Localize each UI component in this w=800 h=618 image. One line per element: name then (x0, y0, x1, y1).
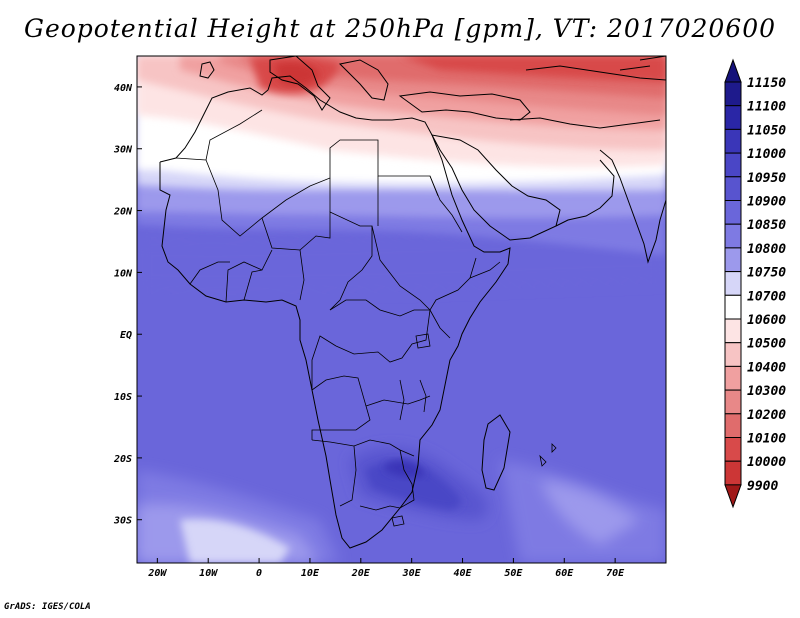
colorbar-segment (724, 271, 742, 296)
colorbar-segment (724, 460, 742, 486)
colorbar-label: 11050 (747, 123, 786, 138)
colorbar-segment (724, 128, 742, 154)
colorbar-label: 11000 (747, 147, 786, 162)
lat-tick-label: 40N (114, 83, 133, 94)
lat-ticks: 40N 30N 20N 10N EQ 10S 20S 30S (113, 83, 142, 527)
lakes (391, 333, 557, 527)
lon-tick-label: 30E (402, 568, 422, 579)
colorbar-segment (724, 152, 742, 178)
colorbar-label: 10750 (747, 266, 786, 281)
lon-tick-label: 10E (301, 568, 320, 579)
colorbar-segment (724, 389, 742, 415)
colorbar-segment (724, 437, 742, 462)
lat-tick-label: 10S (114, 392, 132, 403)
country-borders (175, 109, 501, 511)
colorbar-segment (724, 413, 742, 438)
colorbar-segment (724, 176, 742, 202)
height-field (137, 56, 666, 563)
colorbar-label: 10800 (747, 242, 786, 257)
colorbar-top-arrow (724, 58, 742, 83)
colorbar-segment (724, 247, 742, 273)
lon-tick-label: 10W (199, 568, 218, 579)
colorbar-label: 10200 (747, 408, 786, 423)
colorbar-label: 10300 (747, 384, 786, 399)
grads-credit: GrADS: IGES/COLA (4, 602, 91, 612)
colorbar-label: 10500 (747, 337, 786, 352)
colorbar-segment (724, 223, 742, 249)
lon-ticks: 20W 10W 0 10E 20E 30E 40E 50E 60E 70E (147, 558, 625, 579)
lat-tick-label: 20N (113, 207, 133, 218)
colorbar-label: 11150 (747, 76, 786, 91)
colorbar-segment (724, 200, 742, 225)
lon-tick-label: 70E (606, 568, 625, 579)
lat-tick-label: 10N (114, 268, 133, 279)
colorbar-label: 10850 (747, 218, 786, 233)
colorbar-segment (724, 342, 742, 367)
colorbar: 11150 11100 11050 11000 10950 10900 10850 10800… (724, 58, 786, 509)
colorbar-label: 10950 (747, 171, 786, 186)
colorbar-segment (724, 365, 742, 391)
lon-tick-label: 20W (147, 568, 167, 579)
colorbar-label: 11100 (747, 100, 786, 115)
lat-tick-label: 30S (113, 516, 132, 527)
lon-tick-label: 50E (504, 568, 523, 579)
colorbar-segment (724, 81, 742, 107)
lon-tick-label: 40E (454, 568, 473, 579)
lon-tick-label: 20E (351, 568, 371, 579)
colorbar-bottom-arrow (724, 484, 742, 509)
lat-tick-label: 20S (113, 454, 132, 465)
colorbar-label: 10700 (747, 289, 786, 304)
map-title: Geopotential Height at 250hPa [gpm], VT:… (23, 14, 777, 43)
colorbar-label: 10100 (747, 432, 786, 447)
colorbar-label: 9900 (747, 479, 778, 494)
colorbar-segment (724, 318, 742, 344)
colorbar-segment (724, 294, 742, 320)
plot-frame (136, 55, 667, 564)
lat-tick-label: EQ (120, 330, 132, 341)
coastlines (159, 56, 666, 549)
lat-tick-label: 30N (113, 145, 133, 156)
colorbar-label: 10000 (747, 455, 786, 470)
colorbar-label: 10600 (747, 313, 786, 328)
colorbar-segment (724, 105, 742, 130)
lon-tick-label: 60E (555, 568, 574, 579)
colorbar-label: 10400 (747, 360, 786, 375)
colorbar-label: 10900 (747, 195, 786, 210)
lon-tick-label: 0 (256, 568, 262, 579)
